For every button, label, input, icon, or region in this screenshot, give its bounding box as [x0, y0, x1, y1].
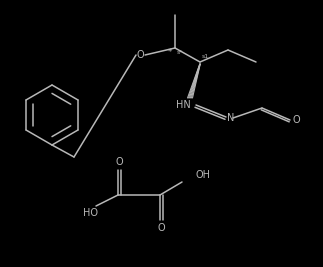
Text: s*: s*	[177, 50, 183, 56]
Text: O: O	[157, 223, 165, 233]
Text: *: *	[168, 48, 172, 57]
Text: O: O	[115, 157, 123, 167]
Text: s1: s1	[202, 54, 209, 60]
Text: O: O	[136, 50, 144, 60]
Text: HN: HN	[176, 100, 190, 110]
Text: OH: OH	[195, 170, 210, 180]
Text: HO: HO	[83, 208, 98, 218]
Text: N: N	[227, 113, 235, 123]
Text: O: O	[292, 115, 300, 125]
